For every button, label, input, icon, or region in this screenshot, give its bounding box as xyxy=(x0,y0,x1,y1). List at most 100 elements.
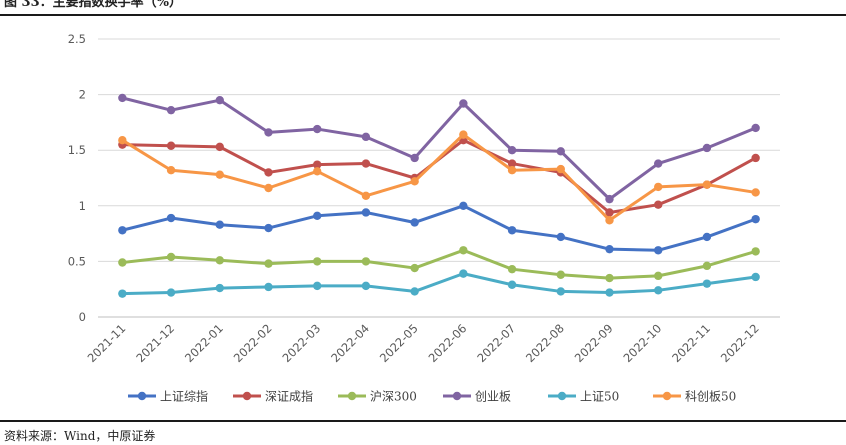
data-point xyxy=(410,263,419,273)
series-line xyxy=(120,248,758,280)
line-chart: 00.511.522.5 2021-11 2021-12 2022-01 2022-0… xyxy=(68,32,780,404)
data-point xyxy=(215,95,224,105)
data-point xyxy=(313,124,322,134)
data-point xyxy=(361,159,371,168)
data-point xyxy=(361,208,371,217)
data-point xyxy=(361,257,371,266)
data-point xyxy=(166,141,176,150)
legend-label: 深证成指 xyxy=(265,389,313,404)
x-tick-label: 2022-04 xyxy=(328,321,372,365)
series-lines xyxy=(118,93,760,298)
data-point xyxy=(166,213,176,223)
x-tick-label: 2021-12 xyxy=(133,321,177,365)
data-point xyxy=(507,280,517,289)
data-point xyxy=(459,130,468,139)
data-point xyxy=(166,288,176,297)
series-3 xyxy=(118,93,760,204)
data-point xyxy=(751,123,760,133)
legend-label: 上证50 xyxy=(580,390,619,404)
legend-label: 科创板50 xyxy=(685,390,736,404)
data-point xyxy=(166,252,176,262)
series-line xyxy=(120,133,758,222)
data-point xyxy=(264,183,273,193)
x-tick-label: 2022-07 xyxy=(474,321,518,365)
data-point xyxy=(702,143,712,153)
legend-swatch-marker xyxy=(662,391,672,401)
y-tick-label: 1 xyxy=(79,199,86,213)
x-axis-ticks: 2021-11 2021-12 2022-01 2022-02 2022-03 2022-… xyxy=(85,321,762,365)
data-point xyxy=(410,177,419,186)
data-point xyxy=(264,259,273,268)
y-axis-ticks: 0 0.5 1 1.5 2 2.5 xyxy=(68,32,86,324)
legend-item: 沪深300 xyxy=(338,390,417,404)
data-point xyxy=(702,279,712,288)
data-point xyxy=(410,218,419,227)
data-point xyxy=(410,153,419,163)
series-line xyxy=(120,272,758,296)
legend-item: 上证综指 xyxy=(128,389,208,404)
legend-label: 沪深300 xyxy=(370,390,417,404)
series-line xyxy=(120,96,758,201)
y-tick-label: 2 xyxy=(79,88,86,102)
data-point xyxy=(654,286,663,295)
y-tick-label: 1.5 xyxy=(68,143,86,157)
gridlines xyxy=(98,38,780,318)
series-5 xyxy=(118,130,760,225)
series-4 xyxy=(118,269,760,298)
x-tick-label: 2022-03 xyxy=(279,321,323,365)
data-point xyxy=(605,288,614,297)
y-tick-label: 0 xyxy=(79,310,86,324)
data-point xyxy=(264,223,273,233)
data-point xyxy=(313,167,322,176)
data-point xyxy=(118,135,127,145)
data-point xyxy=(507,159,517,168)
data-point xyxy=(459,246,468,255)
source-note: 资料来源：Wind，中原证券 xyxy=(4,429,156,443)
series-line xyxy=(120,204,758,252)
data-point xyxy=(361,191,371,200)
data-point xyxy=(605,208,614,217)
data-point xyxy=(361,281,371,291)
data-point xyxy=(605,194,614,204)
x-tick-label: 2022-09 xyxy=(572,321,616,365)
data-point xyxy=(313,281,322,291)
x-tick-label: 2022-06 xyxy=(426,321,470,365)
x-tick-label: 2022-01 xyxy=(182,321,226,365)
y-tick-label: 2.5 xyxy=(68,32,86,46)
data-point xyxy=(507,264,517,274)
figure-title: 图 33：主要指数换手率（%） xyxy=(4,0,182,10)
data-point xyxy=(507,146,517,155)
data-point xyxy=(215,170,224,179)
data-point xyxy=(459,99,468,108)
data-point xyxy=(166,166,176,175)
data-point xyxy=(118,226,127,235)
data-point xyxy=(313,211,322,221)
data-point xyxy=(556,270,565,279)
legend-swatch-marker xyxy=(557,391,567,401)
legend: 上证综指 深证成指 沪深300 创业板 上证50 科创板50 xyxy=(128,389,736,404)
x-tick-label: 2022-11 xyxy=(669,321,713,365)
data-point xyxy=(313,160,322,169)
x-tick-label: 2022-08 xyxy=(523,321,567,365)
data-point xyxy=(654,246,663,255)
x-tick-label: 2021-11 xyxy=(85,321,129,365)
data-point xyxy=(654,159,663,168)
data-point xyxy=(702,232,712,242)
data-point xyxy=(410,287,419,296)
data-point xyxy=(654,182,663,192)
data-point xyxy=(556,232,565,242)
legend-item: 创业板 xyxy=(443,390,511,404)
legend-label: 创业板 xyxy=(475,390,511,404)
data-point xyxy=(556,164,565,174)
legend-swatch-marker xyxy=(452,391,462,401)
x-tick-label: 2022-05 xyxy=(377,321,421,365)
data-point xyxy=(702,180,712,189)
legend-item: 上证50 xyxy=(548,390,619,404)
x-tick-label: 2022-12 xyxy=(718,321,762,365)
data-point xyxy=(654,200,663,209)
data-point xyxy=(118,93,127,103)
data-point xyxy=(313,257,322,266)
data-point xyxy=(507,226,517,235)
data-point xyxy=(605,216,614,225)
data-point xyxy=(751,272,760,282)
